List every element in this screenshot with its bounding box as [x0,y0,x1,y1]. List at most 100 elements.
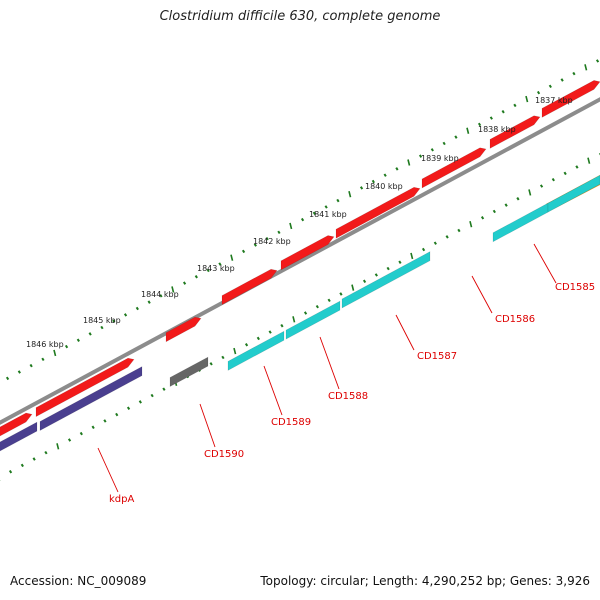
gene-label: CD1588 [328,391,368,402]
minor-tick-mark [292,316,296,323]
kbp-label: 1844 kbp [141,290,179,299]
kbp-tick-mark [454,135,458,139]
cds-reverse-bar [0,421,38,452]
minor-tick-mark [327,298,331,303]
kbp-tick-mark [194,275,198,279]
gene-leader-line [395,314,415,351]
kbp-tick-mark [17,370,21,374]
kbp-tick-mark [76,338,80,342]
kbp-tick-mark [324,205,328,209]
kbp-tick-mark [584,64,588,71]
kbp-tick-mark [64,344,69,349]
gene-leader-line [471,275,493,314]
minor-tick-mark [492,209,496,214]
minor-tick-mark [410,252,414,260]
kbp-tick-mark [5,376,10,381]
kbp-tick-mark [348,191,352,198]
kbp-tick-mark [536,90,541,95]
cds-forward-arrow [489,115,541,149]
minor-tick-mark [280,323,284,328]
minor-tick-mark [233,347,237,355]
genome-title: Clostridium difficile 630, complete geno… [159,9,441,24]
kbp-tick-mark [407,159,411,166]
kbp-tick-mark [253,243,257,247]
kbp-tick-mark [572,71,576,76]
kbp-tick-mark [135,306,139,311]
cds-forward-arrow [35,357,135,418]
kbp-label: 1837 kbp [535,96,573,105]
kbp-tick-mark [595,59,600,63]
minor-tick-mark [315,304,319,309]
minor-tick-mark [209,362,213,366]
gene-label: CD1587 [417,351,457,362]
minor-tick-mark [126,406,131,410]
kbp-tick-mark [241,249,246,254]
kbp-tick-mark [218,262,222,266]
minor-tick-mark [516,197,520,201]
minor-tick-mark [374,273,378,277]
kbp-tick-mark [147,300,151,304]
reverse-strand-track [0,174,600,452]
kbp-tick-mark [466,127,470,134]
minor-tick-mark [221,355,225,360]
gene-label: CD1586 [495,314,535,325]
kbp-tick-mark [371,179,375,184]
cds-forward-arrow [280,235,335,271]
minor-tick-mark [138,400,142,404]
minor-tick-mark [150,393,154,398]
minor-tick-mark [398,260,402,264]
kbp-tick-mark [430,148,434,152]
kbp-tick-mark [489,116,493,120]
kbp-tick-mark [206,268,210,273]
minor-tick-mark [539,184,544,188]
cds-forward-arrow [421,147,487,189]
minor-tick-mark [433,241,437,245]
cds-forward-arrow [221,268,278,306]
kbp-tick-mark [442,141,446,146]
forward-strand-track [0,80,600,437]
gene-leader-line [97,447,119,493]
minor-tick-mark [551,177,555,182]
kbp-tick-mark [112,319,116,323]
kbp-tick-mark [395,167,399,171]
kbp-label: 1838 kbp [478,125,516,134]
cds-forward-arrow [335,186,421,239]
cds-forward-arrow [0,412,33,437]
genome-backbone [0,97,600,425]
kbp-tick-mark [289,222,293,230]
kbp-tick-mark [525,95,529,103]
minor-tick-mark [79,431,83,436]
kbp-tick-track [5,59,600,381]
kbp-tick-mark [182,281,187,285]
kbp-label: 1841 kbp [309,210,347,219]
accession-text: Accession: NC_009089 [10,574,147,588]
gene-label: CD1590 [204,449,244,460]
gene-leader-line [199,403,216,448]
minor-tick-mark [91,425,95,430]
cds-reverse-bar [227,330,285,371]
kbp-tick-mark [123,313,128,317]
cds-reverse-bar [39,366,143,431]
minor-tick-mark [386,266,390,271]
cds-reverse-bar [341,251,431,309]
kbp-tick-mark [418,154,423,158]
kbp-tick-mark [300,217,305,222]
minor-tick-track [0,152,600,481]
kbp-label: 1840 kbp [365,182,403,191]
minor-tick-mark [256,336,260,341]
kbp-tick-mark [548,84,552,89]
minor-tick-mark [575,165,579,169]
kbp-label: 1839 kbp [421,154,459,163]
cds-reverse-bar [285,300,341,340]
minor-tick-mark [528,189,532,196]
cds-reverse-bar [492,202,549,243]
minor-tick-mark [504,203,508,207]
cds-reverse-bar [169,356,209,388]
kbp-tick-mark [312,211,316,216]
kbp-tick-mark [359,186,364,190]
minor-tick-mark [421,247,426,252]
minor-tick-mark [362,279,367,284]
kbp-tick-mark [53,349,57,357]
kbp-label: 1843 kbp [197,264,235,273]
